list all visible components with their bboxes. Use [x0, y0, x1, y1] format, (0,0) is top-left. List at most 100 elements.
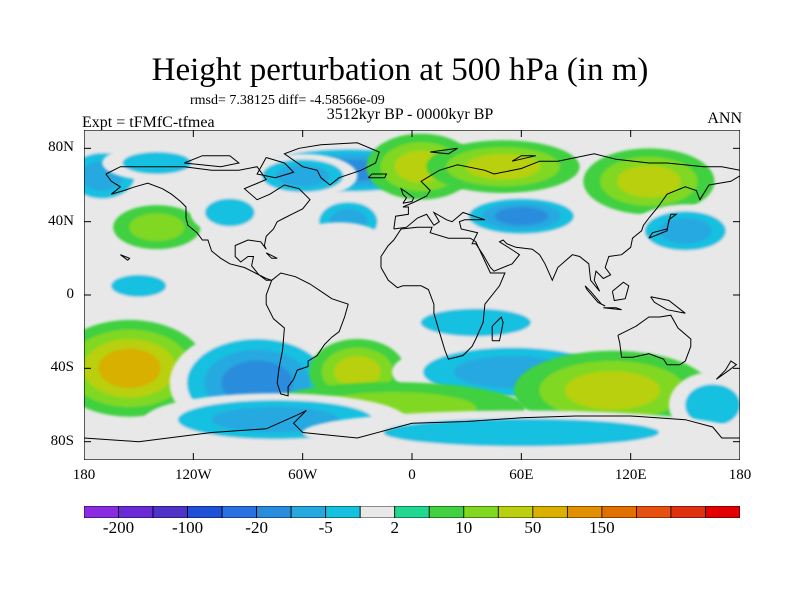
field-anomaly	[455, 194, 587, 239]
field-anomaly	[248, 153, 358, 198]
field-contour	[617, 165, 681, 198]
colorbar	[84, 506, 740, 518]
lon-tick-label: 120E	[614, 467, 647, 483]
field-anomaly	[295, 222, 383, 258]
colorbar-label: -5	[318, 518, 333, 537]
colorbar-swatch	[705, 506, 740, 518]
coastline	[617, 314, 692, 366]
colorbar-swatch	[566, 506, 603, 518]
field-anomaly	[190, 190, 270, 235]
coastline	[603, 307, 622, 311]
lon-tick-label: 120W	[174, 467, 212, 483]
field-anomaly	[426, 140, 580, 194]
field-anomaly	[302, 410, 740, 455]
lon-tick-label: 60W	[288, 467, 318, 483]
field-contour	[204, 198, 255, 227]
lat-tick-label: 40S	[50, 359, 74, 376]
colorbar-swatch	[532, 506, 568, 518]
colorbar-label: 2	[390, 518, 399, 537]
coastline	[184, 155, 241, 168]
field-contour	[211, 406, 339, 433]
lon-tick-label: 60E	[509, 467, 534, 483]
coastline	[265, 272, 349, 397]
coastline	[511, 155, 537, 162]
lon-tick-label: 180	[728, 467, 752, 483]
lat-tick-label: 0	[66, 286, 75, 302]
colorbar-swatch	[428, 506, 465, 518]
coastline	[283, 142, 380, 186]
coastline	[430, 147, 458, 155]
field-anomaly	[113, 205, 201, 250]
field-contour	[658, 218, 712, 244]
field-contour	[295, 222, 383, 258]
lat-tick-label: 40N	[48, 212, 74, 229]
field-contour	[564, 371, 661, 410]
colorbar-swatch	[359, 506, 396, 518]
season-label: ANN	[707, 110, 742, 127]
colorbar-swatch	[601, 506, 637, 518]
field-contour	[466, 153, 541, 180]
coastline	[256, 157, 295, 179]
coastline	[265, 252, 278, 259]
coastline	[380, 226, 506, 360]
field-contour	[129, 213, 185, 242]
colorbar-swatch	[394, 506, 430, 518]
field-contour	[111, 274, 167, 297]
map-title: Height perturbation at 500 hPa (in m)	[151, 52, 649, 88]
colorbar-label: -20	[245, 518, 268, 537]
field-contour	[383, 418, 660, 447]
colorbar-swatch	[187, 506, 223, 518]
map-plot	[84, 130, 740, 460]
coastline	[120, 254, 131, 261]
coastline	[715, 360, 738, 380]
colorbar-swatch	[221, 506, 258, 518]
field-anomaly	[388, 300, 564, 345]
colorbar-label: 50	[524, 518, 542, 537]
colorbar-swatch	[152, 506, 188, 518]
field-contour	[685, 384, 740, 426]
colorbar-label: 150	[589, 518, 615, 537]
field-anomaly	[630, 204, 740, 258]
coastline-layer	[84, 142, 740, 443]
field-contour	[98, 348, 161, 389]
field-anomaly	[84, 319, 207, 417]
tick-marks	[84, 130, 740, 460]
lat-tick-label: 80S	[50, 432, 74, 449]
colorbar-swatch	[290, 506, 327, 518]
colorbar-swatch	[118, 506, 154, 518]
field-anomaly	[102, 145, 212, 181]
coastline	[400, 187, 415, 204]
experiment-label: Expt = tFMfC-tfmea	[82, 114, 215, 131]
colorbar-swatch	[636, 506, 672, 518]
coastline	[584, 285, 606, 307]
coastline	[648, 213, 678, 239]
lon-tick-label: 180	[72, 467, 96, 483]
field-anomaly	[514, 350, 711, 430]
colorbar-swatch	[84, 506, 119, 518]
colorbar-swatch	[497, 506, 534, 518]
colorbar-label: -100	[171, 518, 204, 537]
lat-tick-label: 80N	[48, 139, 74, 156]
colorbar-swatch	[670, 506, 706, 518]
coastline	[650, 296, 686, 314]
field-layer	[84, 130, 740, 460]
coastline	[105, 166, 311, 281]
colorbar-swatch	[325, 506, 361, 518]
coastline	[491, 316, 504, 342]
period-label: 3512kyr BP - 0000kyr BP	[326, 106, 494, 123]
coastline	[367, 173, 388, 179]
stats-text: rmsd= 7.38125 diff= -4.58566e-09	[190, 93, 385, 108]
coastline	[393, 153, 740, 292]
field-contour	[494, 207, 549, 226]
lon-tick-label: 0	[408, 467, 416, 483]
field-contour	[122, 151, 192, 175]
field-contour	[276, 165, 330, 187]
coastline	[611, 281, 630, 302]
field-anomaly	[583, 148, 715, 215]
field-anomaly	[94, 268, 183, 304]
colorbar-swatch	[463, 506, 499, 518]
colorbar-label: -200	[102, 518, 135, 537]
coastline	[84, 410, 740, 443]
field-contour	[334, 356, 381, 388]
field-contour	[420, 308, 531, 337]
